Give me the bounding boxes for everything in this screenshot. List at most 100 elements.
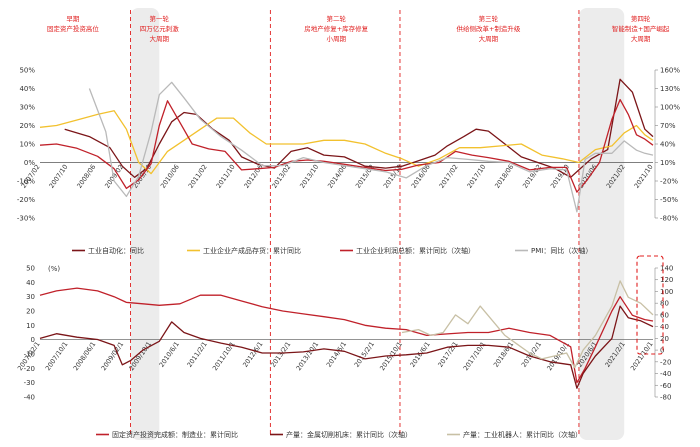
y-right-tick-label: -40 [660, 370, 671, 378]
y-left-tick-label: -10 [24, 351, 35, 359]
x-tick-label: 2021/10 [633, 163, 655, 190]
y-right-tick-label: 130% [660, 85, 680, 93]
phase-subtitle: 房地产修复+库存修复 [304, 24, 368, 33]
y-right-tick-label: 60 [660, 311, 669, 319]
y-left-tick-label: 20% [19, 122, 35, 130]
legend-label: 工业企业产成品存货：累计同比 [203, 246, 301, 255]
x-tick-label: 2014/06 [326, 163, 348, 190]
legend-label: 产量：金属切削机床：累计同比（次轴） [286, 430, 412, 439]
x-tick-label: 2012/6/1 [241, 340, 264, 369]
y-right-tick-label: 40% [660, 141, 676, 149]
highlight-box [636, 255, 664, 355]
y-left-tick-label: 0 [31, 336, 35, 344]
series-line-2 [39, 110, 654, 175]
x-tick-label: 2009/02 [103, 163, 125, 190]
y-right-tick-label: -80 [660, 394, 671, 402]
y-right-tick-label: 120 [660, 276, 673, 284]
y-right-tick-label: 20 [660, 335, 669, 343]
legend-item-2: 产量：金属切削机床：累计同比（次轴） [270, 430, 412, 439]
series-line-3 [401, 280, 654, 369]
legend-item-3: 产量：工业机器人：累计同比（次轴） [447, 430, 582, 439]
y-right-tick-label: -50% [660, 196, 678, 204]
x-tick-label: 2011/02 [187, 163, 209, 190]
x-tick-label: 2011/2/1 [186, 340, 209, 369]
y-right-tick-label: 70% [660, 122, 676, 130]
x-tick-label: 2013/10 [298, 163, 320, 190]
x-tick-label: 2007/02 [20, 163, 42, 190]
y-left-tick-label: -20 [24, 365, 35, 373]
x-tick-label: 2008/06 [75, 163, 97, 190]
legend-label: 产量：工业机器人：累计同比（次轴） [463, 430, 582, 439]
y-right-tick-label: 160% [660, 67, 680, 75]
phase-shade-4 [578, 8, 625, 440]
y-right-tick-label: 140 [660, 265, 673, 273]
phase-cycle-label: 大周期 [631, 34, 651, 43]
legend-label: PMI：同比（次轴） [531, 246, 592, 255]
y-right-tick-label: -20% [660, 178, 678, 186]
x-tick-label: 2018/6/1 [492, 340, 515, 369]
phase-subtitle: 供给侧改革+制造升级 [456, 24, 520, 33]
series-line-1 [64, 78, 654, 178]
phase-title: 第二轮 [326, 14, 346, 23]
legend-item-4: PMI：同比（次轴） [515, 246, 592, 255]
x-tick-label: 2018/06 [493, 163, 515, 190]
y-left-tick-label: -10% [17, 178, 35, 186]
phase-cycle-label: 大周期 [479, 34, 499, 43]
y-right-tick-label: 0 [660, 347, 664, 355]
bottom-chart: 50403020100-10-20-30-4014012010080604020… [16, 265, 673, 440]
y-left-unit: (%) [48, 265, 60, 273]
x-tick-label: 2014/6/1 [325, 340, 348, 369]
y-left-tick-label: -20% [17, 196, 35, 204]
y-left-tick-label: 0% [24, 159, 35, 167]
series-line-2 [39, 305, 654, 389]
y-left-tick-label: -40 [24, 394, 35, 402]
legend-item-1: 固定资产投资完成额：制造业：累计同比 [96, 430, 238, 439]
y-right-tick-label: 80 [660, 300, 669, 308]
x-tick-label: 2017/2/1 [436, 340, 459, 369]
y-left-tick-label: 30 [26, 293, 35, 301]
x-tick-label: 2017/10 [465, 163, 487, 190]
legend-label: 固定资产投资完成额：制造业：累计同比 [112, 430, 238, 439]
phase-shading [130, 8, 625, 440]
x-tick-label: 2013/2/1 [269, 340, 292, 369]
y-left-tick-label: 50% [19, 67, 35, 75]
legend-item-1: 工业自动化：同比 [72, 246, 144, 255]
y-right-tick-label: -80% [660, 215, 678, 223]
legend-item-3: 工业企业利润总额：累计同比（次轴） [340, 246, 475, 255]
y-left-tick-label: 10% [19, 141, 35, 149]
phase-title: 第一轮 [150, 14, 170, 23]
series-line-4 [88, 81, 654, 213]
y-left-tick-label: -30 [24, 379, 35, 387]
y-right-tick-label: -20 [660, 358, 671, 366]
y-right-tick-label: 40 [660, 323, 669, 331]
phase-title: 早期 [66, 15, 80, 23]
x-tick-label: 2015/2/1 [353, 340, 376, 369]
y-left-tick-label: 30% [19, 104, 35, 112]
legend-label: 工业企业利润总额：累计同比（次轴） [356, 246, 475, 255]
phase-subtitle: 固定资产投资高位 [47, 24, 100, 33]
x-tick-label: 2008/06/1 [72, 340, 98, 372]
x-tick-label: 2007/10/1 [44, 340, 70, 372]
phase-divider-lines [130, 10, 580, 436]
x-tick-label: 2010/06 [159, 163, 181, 190]
y-left-tick-label: 40 [26, 279, 35, 287]
phase-cycle-label: 大周期 [150, 34, 170, 43]
phase-title: 第三轮 [479, 14, 499, 23]
y-right-tick-label: -60 [660, 382, 671, 390]
y-left-tick-label: -30% [17, 215, 35, 223]
legend-label: 工业自动化：同比 [88, 246, 144, 255]
y-left-tick-label: 20 [26, 308, 35, 316]
x-tick-label: 2010/6/1 [158, 340, 181, 369]
phase-shade-1 [130, 8, 160, 440]
x-tick-label: 2012/06 [242, 163, 264, 190]
y-right-tick-label: 100 [660, 288, 673, 296]
y-left-tick-label: 40% [19, 85, 35, 93]
legend-item-2: 工业企业产成品存货：累计同比 [187, 246, 301, 255]
y-left-tick-label: 10 [26, 322, 35, 330]
